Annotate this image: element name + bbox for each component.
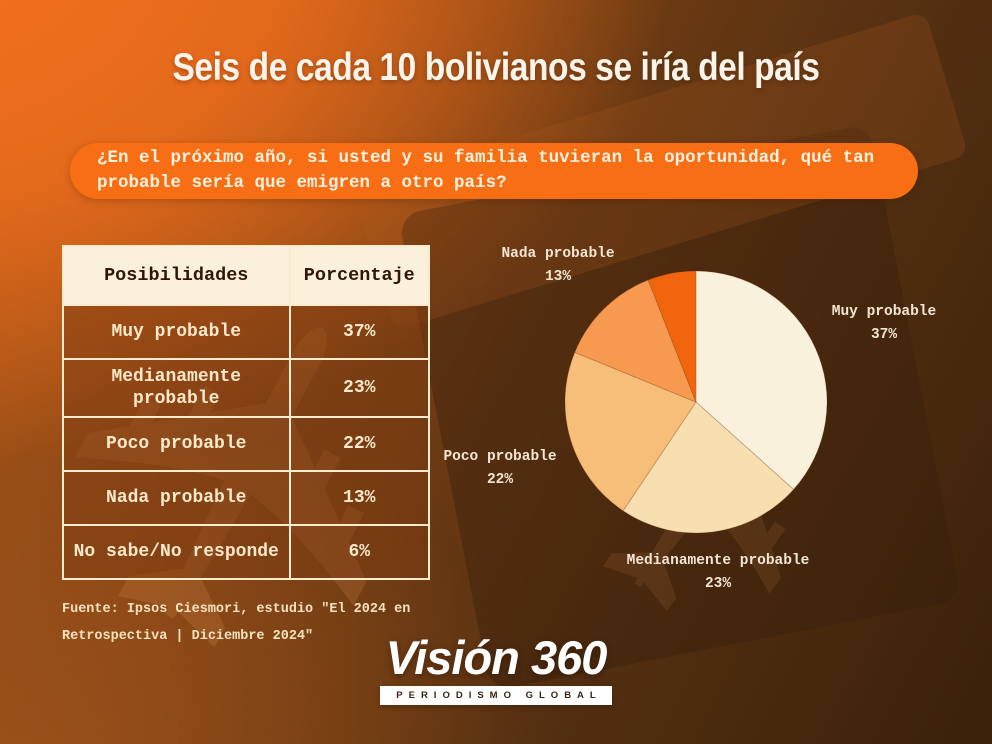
pie-label-poco-probable: Poco probable 22% (350, 446, 650, 492)
pie-label-muy-probable: Muy probable 37% (734, 301, 992, 347)
table-row: Medianamente probable 23% (62, 358, 430, 418)
pie-label-category: Muy probable (831, 304, 937, 320)
pie-slice-muy-probable (695, 270, 828, 491)
results-table: Posibilidades Porcentaje Muy probable 37%… (62, 245, 430, 580)
pie-slice-poco-probable (564, 351, 697, 512)
table-row: No sabe/No responde 6% (62, 524, 430, 580)
pie-label-value: 23% (704, 576, 732, 592)
pie-slice-nada-probable (574, 279, 697, 403)
percentage-cell-medianamente-probable: 23% (288, 358, 430, 418)
page-title: Seis de cada 10 bolivianos se iría del p… (172, 46, 820, 89)
vision360-logo: Visión 360 PERIODISMO GLOBAL (0, 630, 992, 705)
percentage-cell-nada-probable: 13% (288, 470, 430, 526)
pie-label-value: 37% (870, 327, 898, 343)
question-box: ¿En el próximo año, si usted y su famili… (70, 143, 918, 199)
pie-label-value: 13% (544, 269, 572, 285)
possibility-cell-muy-probable: Muy probable (62, 304, 291, 360)
table-header-row: Posibilidades Porcentaje (62, 245, 430, 306)
table-row: Poco probable 22% (62, 416, 430, 472)
possibility-cell-medianamente-probable: Medianamente probable (62, 358, 291, 418)
logo-tagline: PERIODISMO GLOBAL (380, 686, 612, 705)
results-table-header: Posibilidades Porcentaje (62, 245, 430, 306)
pie-label-category: Poco probable (443, 449, 557, 465)
results-table-body: Muy probable 37% Medianamente probable 23% P… (62, 304, 430, 580)
pie-label-medianamente-probable: Medianamente probable 23% (568, 550, 868, 596)
source-attribution: Fuente: Ipsos Ciesmori, estudio "El 2024… (62, 602, 411, 644)
possibility-cell-no-sabe-no-responde: No sabe/No responde (62, 524, 291, 580)
pie-label-nada-probable: Nada probable 13% (408, 243, 708, 289)
possibility-cell-poco-probable: Poco probable (62, 416, 291, 472)
pie-label-value: 22% (486, 472, 514, 488)
table-row: Muy probable 37% (62, 304, 430, 360)
pie-chart (564, 270, 828, 534)
pie-label-category: Medianamente probable (626, 553, 810, 569)
question-text: ¿En el próximo año, si usted y su famili… (97, 148, 875, 193)
percentage-cell-poco-probable: 22% (288, 416, 430, 472)
logo-name: Visión 360 (385, 631, 608, 684)
pie-slice-no-sabe-no-responde (647, 270, 697, 403)
percentage-cell-no-sabe-no-responde: 6% (288, 524, 430, 580)
table-row: Nada probable 13% (62, 470, 430, 526)
pie-label-category: Nada probable (501, 246, 615, 262)
table-header-porcentaje: Porcentaje (288, 245, 430, 306)
possibility-cell-nada-probable: Nada probable (62, 470, 291, 526)
percentage-cell-muy-probable: 37% (288, 304, 430, 360)
pie-slice-medianamente-probable (622, 401, 795, 534)
table-header-posibilidades: Posibilidades (62, 245, 291, 306)
